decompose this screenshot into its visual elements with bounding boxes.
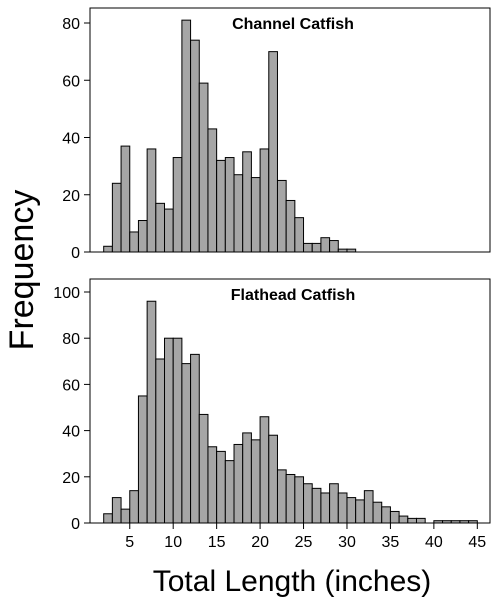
- channel-bar-28: [329, 240, 339, 253]
- flathead-bar-13: [198, 413, 209, 524]
- channel-y-tick-label-40: 40: [62, 131, 80, 148]
- channel-bar-2: [103, 245, 113, 253]
- channel-y-tick-label-20: 20: [62, 188, 80, 205]
- flathead-bar-7: [146, 300, 157, 524]
- channel-bar-11: [181, 19, 192, 253]
- flathead-bar-32: [363, 490, 374, 524]
- channel-bar-26: [311, 242, 322, 253]
- flathead-bar-10: [172, 337, 183, 524]
- flathead-bar-33: [372, 501, 383, 524]
- flathead-catfish-title: Flathead Catfish: [231, 287, 355, 304]
- channel-bar-19: [250, 177, 261, 253]
- channel-bar-9: [164, 208, 174, 253]
- flathead-bar-36: [398, 515, 409, 524]
- channel-y-tick-label-80: 80: [62, 16, 80, 33]
- flathead-bar-37: [407, 517, 417, 524]
- flathead-bar-17: [233, 443, 244, 524]
- flathead-bar-23: [285, 473, 296, 524]
- flathead-y-tick-label-100: 100: [53, 285, 80, 302]
- flathead-bar-12: [190, 353, 200, 524]
- flathead-y-tick-label-80: 80: [62, 331, 80, 348]
- flathead-bar-26: [311, 487, 322, 524]
- flathead-bar-20: [259, 416, 270, 524]
- x-tick-label-15: 15: [208, 534, 226, 551]
- channel-bar-27: [320, 237, 331, 253]
- flathead-y-tick-label-60: 60: [62, 377, 80, 394]
- channel-catfish-title: Channel Catfish: [232, 16, 354, 33]
- channel-bar-7: [146, 148, 157, 253]
- channel-bar-5: [129, 231, 139, 253]
- flathead-catfish-panel: Flathead Catfish 0 20 40 60 80 100 5 10 15 20 25 30…: [53, 278, 491, 551]
- flathead-bar-4: [120, 508, 131, 524]
- x-tick-label-30: 30: [338, 534, 356, 551]
- flathead-bar-8: [155, 358, 166, 524]
- y-axis-label: Frequency: [3, 190, 41, 351]
- flathead-bar-5: [129, 490, 139, 524]
- flathead-bar-11: [181, 363, 192, 524]
- flathead-bar-29: [337, 492, 348, 524]
- flathead-bar-2: [103, 513, 113, 524]
- channel-bar-10: [172, 157, 183, 253]
- flathead-bar-14: [207, 446, 218, 524]
- channel-bar-17: [233, 174, 244, 253]
- channel-bar-12: [190, 39, 200, 253]
- channel-y-tick-label-60: 60: [62, 73, 80, 90]
- x-axis-label: Total Length (inches): [153, 565, 432, 598]
- flathead-plot-frame: [89, 278, 491, 524]
- channel-bar-22: [276, 179, 287, 253]
- flathead-bar-25: [303, 483, 313, 524]
- flathead-bar-38: [415, 517, 426, 524]
- channel-bar-16: [224, 157, 235, 253]
- flathead-bar-18: [242, 432, 252, 524]
- flathead-bar-27: [320, 492, 331, 524]
- channel-bar-13: [198, 82, 209, 253]
- channel-bar-15: [216, 159, 226, 253]
- flathead-bar-21: [268, 434, 278, 524]
- x-tick-label-35: 35: [382, 534, 400, 551]
- flathead-bar-15: [216, 450, 226, 524]
- channel-plot-frame: [89, 7, 491, 253]
- channel-bar-4: [120, 145, 131, 253]
- x-tick-label-5: 5: [125, 534, 134, 551]
- channel-bar-6: [137, 220, 148, 253]
- channel-bar-3: [111, 182, 122, 253]
- channel-bar-21: [268, 51, 278, 253]
- channel-bar-23: [285, 199, 296, 253]
- channel-bar-20: [259, 148, 270, 253]
- channel-y-tick-label-0: 0: [71, 245, 80, 262]
- flathead-bar-16: [224, 460, 235, 524]
- flathead-bar-31: [355, 499, 365, 524]
- flathead-bar-6: [137, 395, 148, 524]
- flathead-y-tick-label-20: 20: [62, 470, 80, 487]
- x-tick-label-10: 10: [164, 534, 182, 551]
- channel-bar-8: [155, 202, 166, 253]
- channel-bar-25: [303, 242, 313, 253]
- flathead-bar-3: [111, 497, 122, 524]
- channel-catfish-panel: Channel Catfish 0 20 40 60 80: [62, 7, 491, 262]
- flathead-y-tick-label-40: 40: [62, 424, 80, 441]
- flathead-y-tick-label-0: 0: [71, 516, 80, 533]
- x-tick-label-40: 40: [425, 534, 443, 551]
- x-tick-label-45: 45: [468, 534, 486, 551]
- flathead-bar-19: [250, 439, 261, 524]
- flathead-bar-24: [294, 476, 305, 524]
- flathead-bar-35: [389, 510, 400, 524]
- flathead-bar-30: [346, 497, 357, 524]
- channel-bar-18: [242, 151, 252, 253]
- flathead-bar-9: [164, 337, 174, 524]
- x-tick-label-25: 25: [295, 534, 313, 551]
- channel-bar-24: [294, 217, 305, 253]
- flathead-bar-34: [381, 506, 391, 524]
- x-tick-label-20: 20: [251, 534, 269, 551]
- channel-bar-14: [207, 128, 218, 253]
- flathead-bar-28: [329, 483, 339, 524]
- flathead-bar-22: [276, 469, 287, 524]
